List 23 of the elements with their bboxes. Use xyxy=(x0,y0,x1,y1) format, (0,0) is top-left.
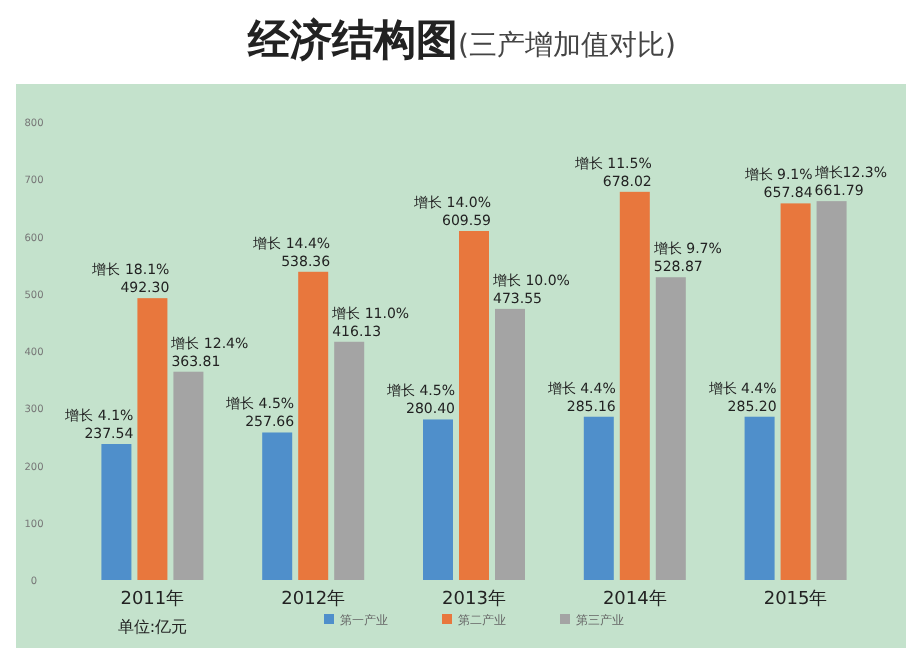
chart-subtitle: (三产增加值对比) xyxy=(458,30,676,62)
bar xyxy=(619,191,650,580)
x-tick-label: 2011年 xyxy=(120,588,185,610)
bar xyxy=(173,371,204,580)
bar xyxy=(780,203,811,580)
bar xyxy=(655,277,686,580)
text: 单位:亿元 xyxy=(117,618,188,636)
bar xyxy=(583,416,614,580)
bar xyxy=(423,419,453,580)
bar xyxy=(101,444,132,580)
bar xyxy=(262,432,293,580)
bar xyxy=(298,271,329,580)
x-tick-label: 2013年 xyxy=(442,588,506,610)
bar xyxy=(744,416,775,580)
bar xyxy=(495,308,525,580)
bar xyxy=(459,231,489,580)
bar xyxy=(137,298,168,580)
bar xyxy=(334,341,365,580)
bar xyxy=(816,201,847,580)
chart-title: 经济结构图 xyxy=(246,16,459,64)
x-tick-label: 2015年 xyxy=(763,588,828,610)
x-tick-label: 2014年 xyxy=(602,588,667,610)
x-tick-label: 2012年 xyxy=(281,588,346,610)
